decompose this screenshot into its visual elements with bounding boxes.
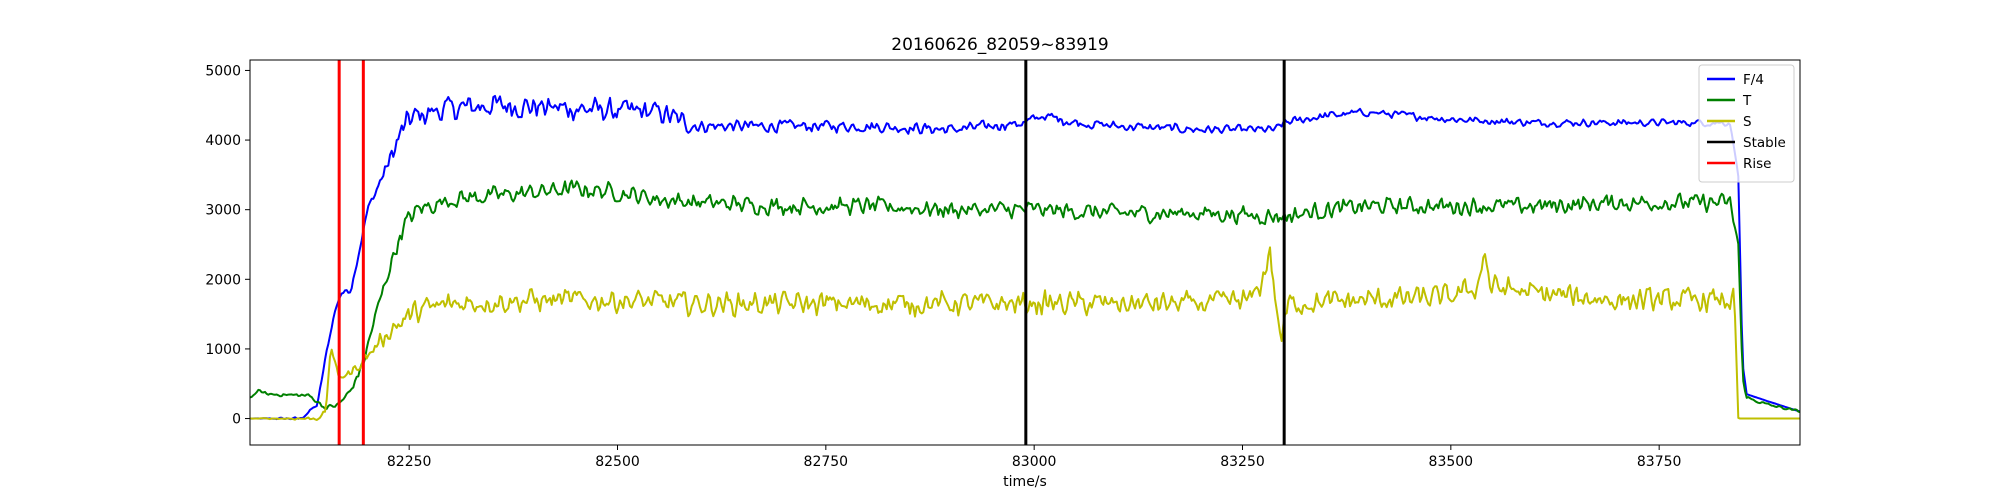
legend-label: S [1743, 114, 1752, 130]
y-tick-label: 4000 [205, 133, 241, 149]
legend-label: F/4 [1743, 72, 1764, 88]
legend-label: Rise [1743, 156, 1771, 172]
legend: F/4 TS Stable Rise [1698, 64, 1795, 183]
y-tick-label: 0 [232, 412, 241, 428]
x-tick-label: 83750 [1637, 454, 1682, 470]
x-axis-label: time/s [1003, 474, 1047, 490]
plot-frame [249, 59, 1801, 446]
y-tick-label: 1000 [205, 342, 241, 358]
x-tick-label: 82250 [387, 454, 432, 470]
legend-label: T [1742, 93, 1752, 109]
x-tick-label: 82750 [804, 454, 849, 470]
chart-title: 20160626_82059~83919 [891, 35, 1108, 55]
x-tick-label: 83500 [1429, 454, 1474, 470]
x-axis: 82250 82500 82750 83000 83250 83500 83750 [387, 445, 1682, 470]
legend-box [1698, 64, 1795, 183]
x-tick-label: 83250 [1220, 454, 1265, 470]
x-tick-label: 82500 [595, 454, 640, 470]
y-tick-label: 2000 [205, 272, 241, 288]
y-tick-label: 3000 [205, 203, 241, 219]
legend-label: Stable [1743, 135, 1786, 151]
y-tick-label: 5000 [205, 63, 241, 79]
marker-lines-layer [337, 60, 1286, 445]
x-tick-label: 83000 [1012, 454, 1057, 470]
y-axis: 0 1000 2000 3000 4000 5000 [205, 63, 250, 428]
